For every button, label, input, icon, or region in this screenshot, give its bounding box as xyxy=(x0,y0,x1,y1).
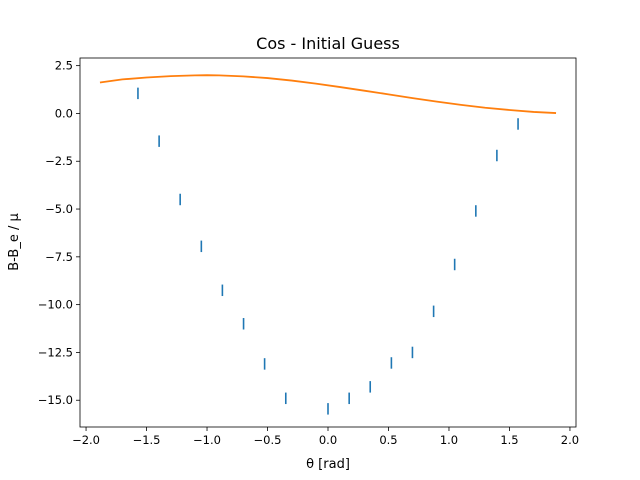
x-tick-label: 0.5 xyxy=(379,433,397,447)
y-tick-label: 0.0 xyxy=(55,106,73,120)
y-axis-label: B-B_e / μ xyxy=(7,213,22,270)
x-tick-label: −1.5 xyxy=(133,433,161,447)
y-tick-label: −5.0 xyxy=(45,202,73,216)
y-tick-label: −10.0 xyxy=(38,298,73,312)
plot-area xyxy=(99,74,557,415)
chart-title: Cos - Initial Guess xyxy=(256,34,400,53)
y-tick-label: −7.5 xyxy=(45,250,73,264)
initial-guess-line xyxy=(99,74,557,114)
y-tick-label: −12.5 xyxy=(38,345,73,359)
x-tick-label: −2.0 xyxy=(72,433,100,447)
y-tick-label: −2.5 xyxy=(45,154,73,168)
x-tick-label: 2.0 xyxy=(561,433,579,447)
x-tick-label: −0.5 xyxy=(254,433,282,447)
x-tick-label: 0.0 xyxy=(319,433,337,447)
x-axis-label: θ [rad] xyxy=(306,457,350,472)
x-tick-label: −1.0 xyxy=(193,433,221,447)
x-tick-label: 1.0 xyxy=(440,433,458,447)
axis-ticks: −2.0 −1.5 −1.0 −0.5 0.0 0.5 1.0 1.5 2.0 2.5 0.0 −2.… xyxy=(38,59,579,447)
axes-frame xyxy=(79,57,577,428)
y-tick-label: 2.5 xyxy=(55,59,73,73)
x-tick-label: 1.5 xyxy=(500,433,518,447)
y-tick-label: −15.0 xyxy=(38,393,73,407)
